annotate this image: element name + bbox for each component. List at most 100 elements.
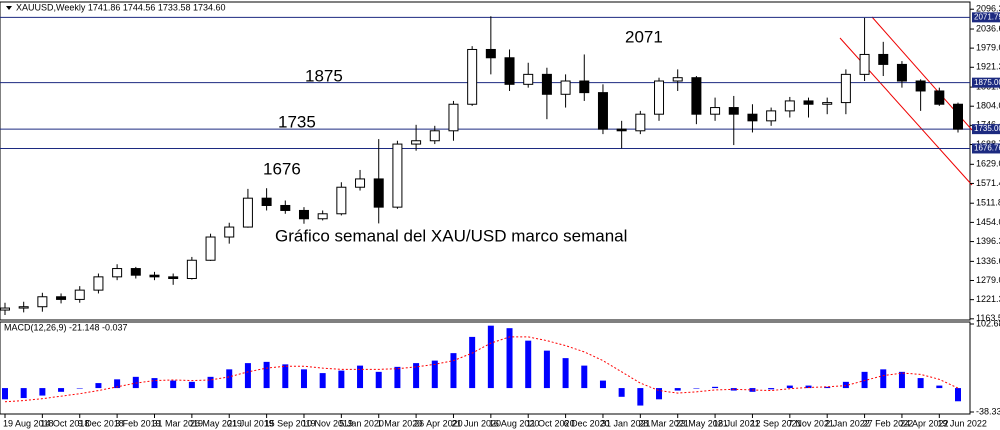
macd-bar bbox=[487, 325, 494, 389]
macd-bar bbox=[375, 371, 382, 389]
candle-body bbox=[149, 274, 160, 278]
candle-body bbox=[654, 80, 665, 115]
y-tick-label: 2036.60 bbox=[976, 23, 1000, 33]
macd-bar bbox=[712, 386, 719, 389]
macd-bar bbox=[543, 350, 550, 389]
annotation: 1875 bbox=[305, 66, 343, 85]
candle-body bbox=[74, 289, 85, 300]
candle-body bbox=[130, 268, 141, 276]
macd-bar bbox=[2, 388, 8, 400]
macd-bar bbox=[880, 369, 887, 389]
candle-body bbox=[298, 209, 309, 220]
macd-bar bbox=[525, 340, 532, 389]
x-tick-label: 24 Apr 2022 bbox=[900, 418, 949, 428]
macd-bar bbox=[319, 373, 326, 389]
macd-bar bbox=[263, 361, 270, 389]
x-tick-label: 26 Apr 2020 bbox=[414, 418, 463, 428]
macd-bar bbox=[693, 388, 700, 389]
y-tick-label: 1921.35 bbox=[976, 62, 1000, 72]
candle-body bbox=[560, 80, 571, 95]
candle-body bbox=[766, 110, 777, 122]
y-tick-label: 1629.05 bbox=[976, 159, 1000, 169]
x-tick-label: 5 Jan 2020 bbox=[339, 418, 384, 428]
level-tag bbox=[972, 12, 1000, 23]
candle-body bbox=[859, 53, 870, 75]
candle-body bbox=[878, 53, 889, 65]
candle-body bbox=[896, 63, 907, 82]
y-tick-label: 1336.60 bbox=[976, 256, 1000, 266]
x-tick-label: 9 Dec 2018 bbox=[78, 418, 124, 428]
x-tick-label: 7 Nov 2021 bbox=[788, 418, 834, 428]
candle-body bbox=[392, 143, 403, 208]
macd-bar bbox=[39, 388, 46, 396]
macd-bar bbox=[282, 364, 289, 389]
candle-body bbox=[112, 268, 123, 278]
macd-bar bbox=[936, 385, 943, 389]
y-tick-label: 1221.30 bbox=[976, 294, 1000, 304]
macd-bar bbox=[469, 336, 476, 389]
candle-body bbox=[224, 226, 235, 238]
macd-bar bbox=[562, 358, 569, 389]
candle-body bbox=[747, 113, 758, 122]
level-tag bbox=[972, 124, 1000, 135]
y-tick-label: 1571.40 bbox=[976, 178, 1000, 188]
x-tick-label: 19 Jun 2022 bbox=[937, 418, 987, 428]
x-tick-label: 28 Mar 2021 bbox=[638, 418, 689, 428]
x-tick-label: 31 Mar 2019 bbox=[152, 418, 203, 428]
x-tick-label: 21 Jul 2019 bbox=[227, 418, 274, 428]
candle-body bbox=[448, 103, 459, 132]
macd-bar bbox=[76, 388, 83, 389]
x-tick-label: 14 Oct 2018 bbox=[40, 418, 89, 428]
candle-body bbox=[597, 92, 608, 130]
macd-bar bbox=[244, 363, 251, 389]
macd-bar bbox=[450, 353, 457, 389]
x-tick-label: 15 Sep 2019 bbox=[265, 418, 316, 428]
candle-body bbox=[429, 130, 440, 142]
x-tick-label: 6 Dec 2020 bbox=[564, 418, 610, 428]
macd-bar bbox=[132, 376, 139, 389]
candle-body bbox=[672, 77, 683, 82]
candle-body bbox=[485, 48, 496, 59]
y-tick-label: 2096.30 bbox=[976, 4, 1000, 14]
y-tick-label: 1396.30 bbox=[976, 236, 1000, 246]
x-tick-label: 10 Nov 2019 bbox=[302, 418, 353, 428]
macd-bar bbox=[58, 388, 65, 392]
macd-bar bbox=[581, 365, 588, 389]
candle-body bbox=[205, 236, 216, 261]
level-label: 1735.00 bbox=[974, 124, 1000, 133]
candle-body bbox=[93, 276, 104, 291]
level-label: 1875.00 bbox=[974, 78, 1000, 87]
macd-bar bbox=[842, 381, 849, 389]
annotation: Gráfico semanal del XAU/USD marco semana… bbox=[275, 226, 627, 245]
macd-bar bbox=[656, 388, 663, 400]
candle-body bbox=[242, 197, 253, 228]
candle-body bbox=[186, 259, 197, 280]
macd-panel bbox=[0, 321, 971, 415]
x-tick-label: 3 Feb 2019 bbox=[115, 418, 161, 428]
annotation: 1735 bbox=[278, 112, 316, 131]
level-label: 1676.76 bbox=[974, 144, 1000, 153]
y-tick-label: 1511.80 bbox=[976, 198, 1000, 208]
x-tick-label: 31 Jan 2021 bbox=[601, 418, 651, 428]
candle-body bbox=[710, 107, 721, 115]
x-tick-label: 11 Oct 2020 bbox=[526, 418, 574, 428]
candle-body bbox=[840, 73, 851, 104]
candle-body bbox=[37, 296, 48, 308]
chart-title: XAUUSD,Weekly 1741.86 1744.56 1733.58 17… bbox=[16, 2, 225, 12]
x-tick-label: 19 Aug 2018 bbox=[3, 418, 54, 428]
macd-bar bbox=[824, 386, 831, 389]
candle-body bbox=[635, 113, 646, 132]
candle-body bbox=[18, 306, 29, 309]
macd-bar bbox=[207, 376, 214, 389]
candle-body bbox=[822, 102, 833, 105]
candle-body bbox=[317, 213, 328, 220]
level-label: 2071.79 bbox=[974, 12, 1000, 21]
candle-body bbox=[467, 48, 478, 105]
candle-body bbox=[691, 77, 702, 115]
macd-bar bbox=[768, 388, 775, 390]
signal-line bbox=[4, 336, 959, 403]
x-tick-label: 2 Jan 2022 bbox=[825, 418, 870, 428]
macd-bar bbox=[618, 388, 625, 397]
macd-bar bbox=[898, 371, 905, 389]
candle-body bbox=[355, 178, 366, 188]
